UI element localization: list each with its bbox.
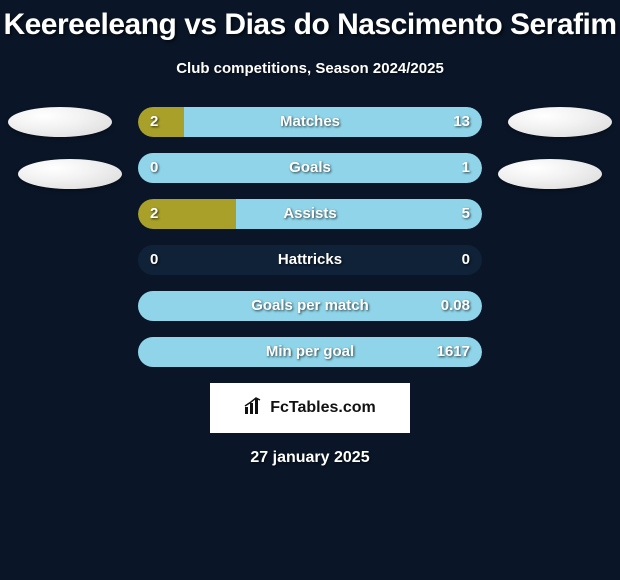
bar-right-fill <box>138 291 482 321</box>
bar-left-fill <box>138 107 184 137</box>
bar-track <box>138 153 482 183</box>
bar-track <box>138 107 482 137</box>
bar-row: Matches213 <box>0 107 620 137</box>
bar-track <box>138 337 482 367</box>
stats-icon <box>244 397 264 420</box>
page-title: Keereeleang vs Dias do Nascimento Serafi… <box>0 0 620 42</box>
badge-text: FcTables.com <box>270 399 376 417</box>
bar-row: Goals per match0.08 <box>0 291 620 321</box>
bar-track <box>138 245 482 275</box>
bar-row: Min per goal1617 <box>0 337 620 367</box>
bar-right-fill <box>236 199 482 229</box>
site-badge[interactable]: FcTables.com <box>210 383 410 433</box>
bar-track <box>138 291 482 321</box>
subtitle: Club competitions, Season 2024/2025 <box>0 60 620 77</box>
bar-row: Goals01 <box>0 153 620 183</box>
bar-right-fill <box>184 107 482 137</box>
bar-track <box>138 199 482 229</box>
bar-rows: Matches213 Goals01 Assists25 Hattricks00 Goa… <box>0 107 620 367</box>
bar-right-fill <box>138 153 482 183</box>
bar-left-fill <box>138 199 236 229</box>
date-label: 27 january 2025 <box>0 449 620 467</box>
bar-row: Hattricks00 <box>0 245 620 275</box>
bar-right-fill <box>138 337 482 367</box>
comparison-chart: Matches213 Goals01 Assists25 Hattricks00 Goa… <box>0 107 620 367</box>
bar-row: Assists25 <box>0 199 620 229</box>
